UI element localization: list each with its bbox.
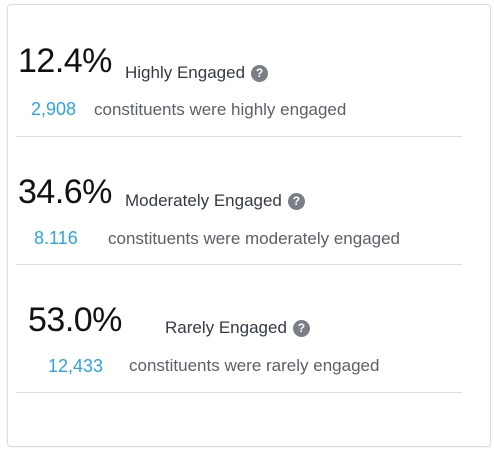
count-value: 2,908 [31, 99, 77, 119]
engagement-card: 12.4% Highly Engaged ? 2,908 constituent… [7, 4, 491, 447]
description-text: constituents were rarely engaged [129, 356, 380, 375]
percent-value: 53.0% [28, 301, 122, 339]
divider [16, 264, 462, 265]
question-circle-icon[interactable]: ? [251, 64, 269, 82]
count-value: 8.116 [34, 228, 78, 248]
description-text: constituents were highly engaged [94, 100, 347, 119]
divider [16, 136, 462, 137]
label-text: Moderately Engaged [125, 191, 282, 210]
question-circle-icon[interactable]: ? [287, 192, 305, 210]
engagement-label: Moderately Engaged ? [125, 191, 305, 211]
percent-value: 34.6% [18, 173, 112, 211]
description-text: constituents were moderately engaged [108, 229, 401, 248]
percent-value: 12.4% [18, 42, 112, 80]
count-value: 12,433 [48, 356, 104, 376]
question-circle-icon[interactable]: ? [292, 319, 310, 337]
label-text: Highly Engaged [125, 63, 246, 82]
engagement-label: Rarely Engaged ? [165, 318, 310, 338]
engagement-label: Highly Engaged ? [125, 63, 269, 83]
divider [16, 392, 462, 393]
label-text: Rarely Engaged [165, 318, 287, 337]
